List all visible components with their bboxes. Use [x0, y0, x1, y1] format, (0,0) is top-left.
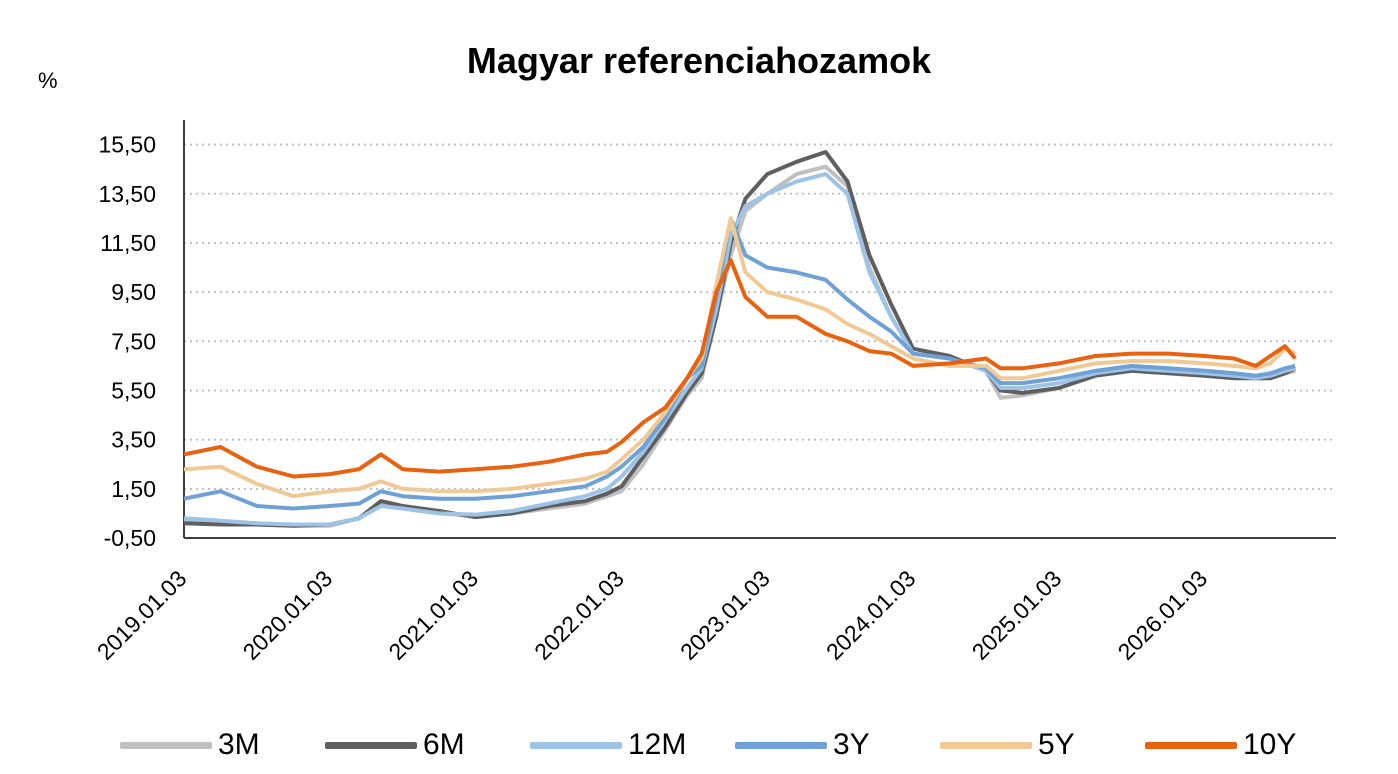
y-axis-unit-label: % — [38, 68, 58, 93]
series-line-10y — [183, 258, 1297, 479]
legend-label: 6M — [423, 728, 465, 761]
x-tick-label: 2024.01.03 — [821, 565, 921, 665]
x-tick-label: 2023.01.03 — [675, 565, 775, 665]
y-tick-label: 3,50 — [111, 427, 156, 453]
gridlines — [184, 143, 1336, 490]
x-tick-labels: 2019.01.03 2020.01.03 2021.01.03 2022.01.03… — [92, 565, 1213, 665]
legend-label: 3Y — [833, 728, 870, 761]
y-tick-label: 7,50 — [111, 328, 156, 354]
x-tick-label: 2025.01.03 — [967, 565, 1067, 665]
legend-swatch — [325, 741, 417, 749]
series-lines — [183, 150, 1297, 528]
series-line-6m — [183, 150, 1297, 528]
legend-item-3m: 3M — [120, 722, 260, 768]
x-tick-label: 2022.01.03 — [529, 565, 629, 665]
y-tick-label: 15,50 — [98, 132, 156, 158]
y-tick-label: 1,50 — [111, 476, 156, 502]
legend-swatch — [735, 741, 827, 749]
chart-title: Magyar referenciahozamok — [466, 40, 932, 81]
series-line-3y — [183, 216, 1296, 511]
legend-item-12m: 12M — [530, 722, 686, 768]
series-line-12m — [183, 172, 1296, 527]
line-chart: -0,50 1,50 3,50 5,50 7,50 9,50 11,50 13,50 15,50… — [92, 120, 1336, 665]
y-tick-label: -0,50 — [104, 525, 156, 551]
legend-item-5y: 5Y — [940, 722, 1075, 768]
legend-label: 12M — [628, 728, 687, 761]
x-tick-label: 2021.01.03 — [383, 565, 483, 665]
legend-item-3y: 3Y — [735, 722, 870, 768]
y-tick-label: 13,50 — [98, 181, 156, 207]
legend-item-6m: 6M — [325, 722, 465, 768]
legend-label: 10Y — [1243, 728, 1297, 761]
legend-swatch — [1145, 741, 1237, 749]
legend-item-10y: 10Y — [1145, 722, 1296, 768]
y-tick-label: 11,50 — [100, 230, 156, 256]
x-tick-label: 2026.01.03 — [1113, 565, 1213, 665]
legend-swatch — [530, 741, 622, 749]
legend-label: 5Y — [1038, 728, 1075, 761]
x-tick-label: 2020.01.03 — [238, 565, 338, 665]
legend-swatch — [120, 741, 212, 749]
legend-label: 3M — [218, 728, 260, 761]
series-line-5y — [183, 216, 1297, 499]
legend: 3M 6M 12M 3Y 5Y 10Y — [0, 722, 1398, 768]
y-tick-label: 9,50 — [111, 279, 156, 305]
legend-swatch — [940, 741, 1032, 749]
x-tick-label: 2019.01.03 — [92, 565, 192, 665]
y-tick-labels: -0,50 1,50 3,50 5,50 7,50 9,50 11,50 13,50 15,50 — [98, 132, 156, 551]
y-tick-label: 5,50 — [111, 377, 156, 403]
